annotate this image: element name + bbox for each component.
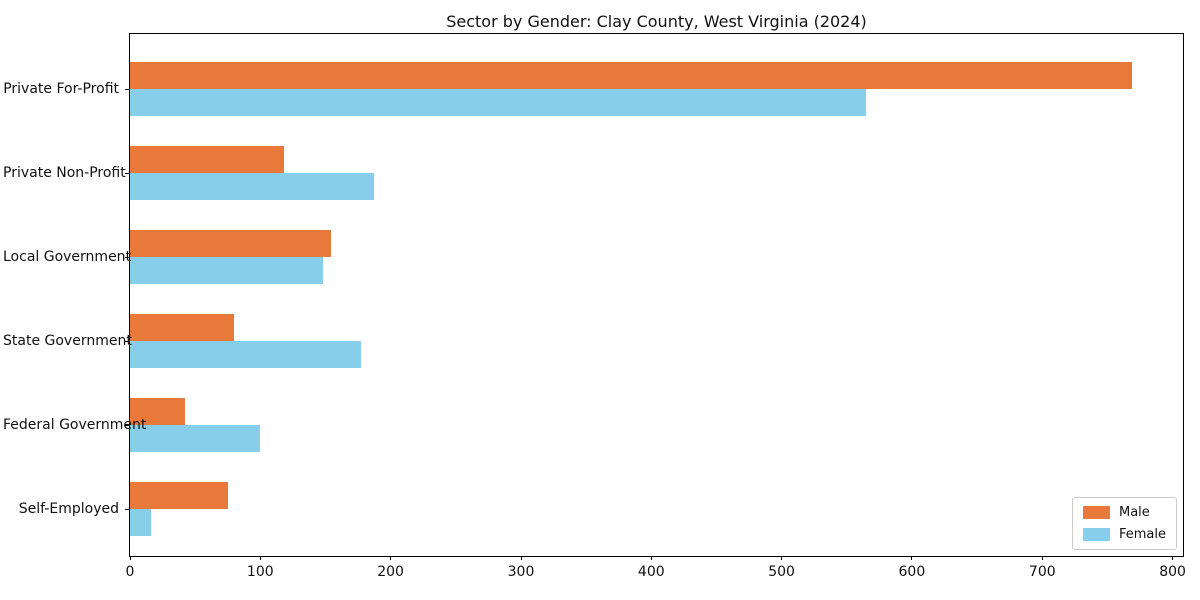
x-tick-label: 300 <box>507 564 535 580</box>
legend-swatch-female <box>1082 528 1110 541</box>
bar-male-state-government <box>130 314 235 341</box>
y-tick-label-self-employed: Self-Employed <box>18 501 119 517</box>
x-tick-mark <box>1041 556 1043 560</box>
x-tick-label: 0 <box>125 564 135 580</box>
y-tick-mark <box>125 172 129 174</box>
bar-female-state-government <box>130 341 361 368</box>
legend-label-male: Male <box>1118 505 1150 520</box>
x-tick-label: 800 <box>1159 564 1186 580</box>
bar-male-self-employed <box>130 482 228 509</box>
legend-swatch-male <box>1082 506 1110 519</box>
bar-female-self-employed <box>130 509 151 536</box>
legend-row-female: Female <box>1082 527 1166 542</box>
bar-male-private-for-profit <box>130 62 1133 89</box>
x-tick-mark <box>259 556 261 560</box>
legend-label-female: Female <box>1118 527 1166 542</box>
bar-male-private-non-profit <box>130 146 284 173</box>
bar-female-local-government <box>130 257 323 284</box>
bar-male-local-government <box>130 230 331 257</box>
plot-area: Male Female 0 100 200 300 400 500 600 700 800 Priv… <box>3 33 1186 580</box>
legend: Male Female <box>1071 497 1177 550</box>
x-tick-label: 700 <box>1028 564 1056 580</box>
y-tick-mark <box>125 508 129 510</box>
y-tick-mark <box>125 340 129 342</box>
x-tick-mark <box>390 556 392 560</box>
x-tick-mark <box>650 556 652 560</box>
y-tick-mark <box>125 88 129 90</box>
x-tick-mark <box>129 556 131 560</box>
x-tick-label: 600 <box>898 564 926 580</box>
legend-row-male: Male <box>1082 505 1166 520</box>
y-tick-mark <box>125 256 129 258</box>
x-tick-mark <box>1172 556 1174 560</box>
x-tick-label: 500 <box>768 564 795 580</box>
x-tick-label: 100 <box>246 564 274 580</box>
x-tick-label: 200 <box>377 564 404 580</box>
y-tick-label-state-government: State Government <box>3 333 132 349</box>
bar-female-federal-government <box>130 425 261 452</box>
y-tick-label-federal-government: Federal Government <box>3 417 147 433</box>
x-tick-mark <box>520 556 522 560</box>
y-tick-label-local-government: Local Government <box>3 249 132 265</box>
x-tick-label: 400 <box>637 564 665 580</box>
x-tick-mark <box>911 556 913 560</box>
y-tick-label-private-non-profit: Private Non-Profit <box>3 165 126 181</box>
x-tick-mark <box>781 556 783 560</box>
bar-female-private-non-profit <box>130 173 374 200</box>
bar-male-federal-government <box>130 398 185 425</box>
y-tick-mark <box>125 424 129 426</box>
y-tick-label-private-for-profit: Private For-Profit <box>3 81 119 97</box>
bar-female-private-for-profit <box>130 89 867 116</box>
chart-title: Sector by Gender: Clay County, West Virg… <box>446 12 867 31</box>
